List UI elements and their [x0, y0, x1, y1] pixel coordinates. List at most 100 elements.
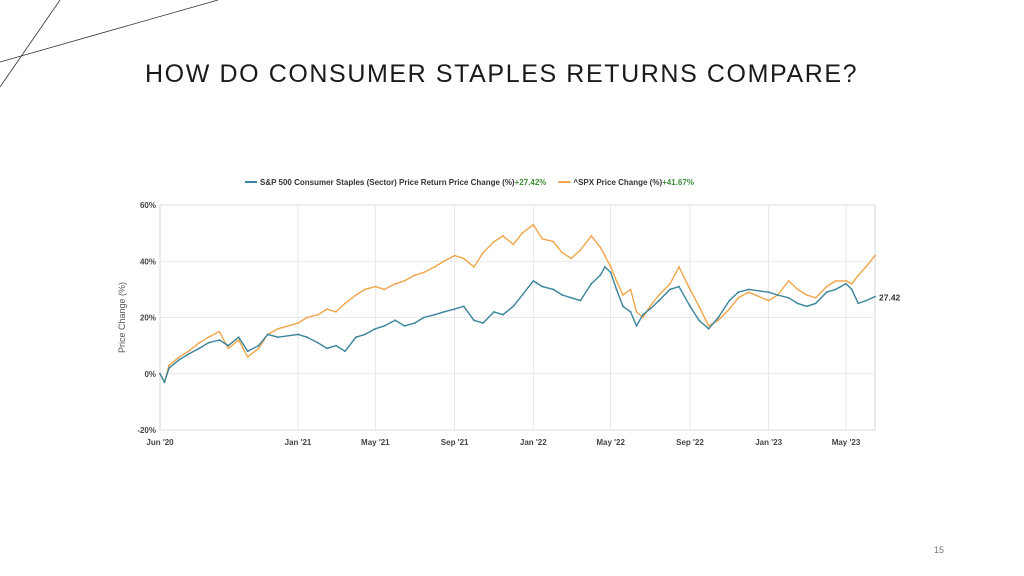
- staples-data-point: [834, 288, 837, 291]
- spx-data-point: [364, 288, 366, 291]
- staples-data-point: [163, 381, 166, 384]
- spx-data-point: [767, 299, 770, 302]
- staples-data-point: [845, 282, 847, 285]
- staples-data-point: [462, 305, 465, 308]
- spx-data-point: [874, 254, 876, 257]
- spx-data-point: [502, 235, 504, 237]
- staples-data-point: [629, 311, 632, 313]
- staples-data-point: [609, 271, 612, 274]
- spx-data-point: [857, 274, 860, 277]
- x-tick-label: Jan '23: [755, 438, 782, 447]
- staples-data-point: [689, 305, 691, 308]
- staples-data-point: [747, 288, 750, 291]
- staples-data-point: [374, 327, 377, 330]
- spx-data-point: [227, 347, 230, 350]
- x-tick-label: May '22: [596, 438, 625, 447]
- staples-data-point: [590, 282, 593, 285]
- staples-data-point: [355, 336, 357, 339]
- slide-title: HOW DO CONSUMER STAPLES RETURNS COMPARE?: [145, 60, 859, 88]
- staples-data-point: [344, 350, 346, 353]
- staples-data-point: [502, 313, 504, 316]
- staples-data-point: [728, 299, 731, 302]
- spx-data-point: [728, 308, 731, 310]
- spx-data-point: [658, 294, 660, 296]
- staples-data-point: [570, 296, 573, 299]
- spx-data-point: [642, 316, 644, 319]
- spx-data-point: [604, 254, 606, 257]
- staples-data-point: [865, 299, 867, 302]
- spx-data-point: [317, 313, 319, 316]
- staples-data-point: [678, 285, 680, 288]
- spx-data-point: [482, 251, 484, 254]
- spx-data-point: [590, 235, 593, 237]
- spx-data-point: [865, 266, 867, 268]
- staples-data-point: [297, 333, 299, 336]
- spx-data-point: [717, 319, 720, 322]
- spx-data-point: [609, 266, 612, 268]
- spx-data-point: [814, 296, 817, 299]
- spx-data-point: [297, 322, 299, 324]
- staples-data-point: [168, 367, 170, 369]
- staples-data-point: [326, 347, 328, 350]
- staples-data-point: [532, 280, 535, 282]
- spx-data-point: [277, 327, 279, 330]
- spx-data-point: [622, 294, 624, 296]
- staples-data-point: [541, 285, 544, 288]
- spx-data-point: [207, 336, 210, 339]
- staples-data-point: [218, 339, 221, 341]
- spx-data-point: [834, 280, 837, 282]
- staples-data-point: [187, 353, 190, 355]
- spx-data-point: [635, 311, 638, 313]
- staples-data-point: [493, 311, 495, 313]
- staples-data-point: [669, 288, 671, 291]
- staples-data-point: [335, 344, 337, 347]
- staples-data-point: [159, 372, 161, 375]
- spx-data-point: [326, 308, 328, 310]
- staples-data-point: [825, 291, 828, 294]
- staples-data-point: [453, 308, 456, 310]
- spx-data-point: [442, 260, 445, 263]
- spx-data-point: [453, 254, 456, 257]
- staples-data-point: [442, 311, 445, 313]
- staples-data-point: [622, 305, 624, 308]
- spx-data-point: [335, 311, 337, 313]
- spx-data-point: [649, 305, 651, 308]
- legend-change-spx: +41.67%: [662, 178, 694, 187]
- staples-data-point: [266, 333, 269, 336]
- staples-data-point: [579, 299, 582, 302]
- x-tick-label: Sep '22: [676, 438, 704, 447]
- staples-data-point: [198, 347, 201, 350]
- spx-data-point: [845, 280, 847, 282]
- staples-data-point: [717, 316, 720, 319]
- spx-data-point: [383, 288, 386, 291]
- spx-data-point: [737, 296, 740, 299]
- spx-data-point: [306, 316, 308, 319]
- staples-data-point: [207, 341, 210, 344]
- x-tick-label: Jan '21: [285, 438, 312, 447]
- staples-data-point: [635, 325, 638, 327]
- spx-data-point: [473, 266, 475, 268]
- spx-data-point: [805, 294, 808, 296]
- staples-data-point: [277, 336, 279, 339]
- staples-data-point: [642, 313, 644, 316]
- spx-data-point: [433, 266, 436, 268]
- staples-data-point: [257, 344, 260, 347]
- spx-data-point: [579, 249, 582, 251]
- spx-data-point: [257, 347, 260, 350]
- y-tick-label: 60%: [140, 201, 156, 210]
- staples-data-point: [805, 305, 808, 308]
- spx-data-point: [493, 240, 495, 243]
- staples-data-point: [874, 295, 876, 298]
- staples-data-point: [658, 299, 660, 302]
- staples-data-point: [767, 291, 770, 294]
- spx-data-point: [344, 302, 346, 305]
- spx-data-point: [689, 288, 691, 291]
- staples-data-point: [521, 294, 524, 296]
- spx-data-point: [570, 257, 573, 260]
- spx-data-point: [599, 246, 602, 249]
- y-tick-label: -20%: [137, 426, 156, 435]
- y-tick-label: 40%: [140, 257, 156, 266]
- staples-data-point: [317, 341, 319, 344]
- spx-data-point: [178, 356, 181, 358]
- staples-data-point: [776, 294, 779, 296]
